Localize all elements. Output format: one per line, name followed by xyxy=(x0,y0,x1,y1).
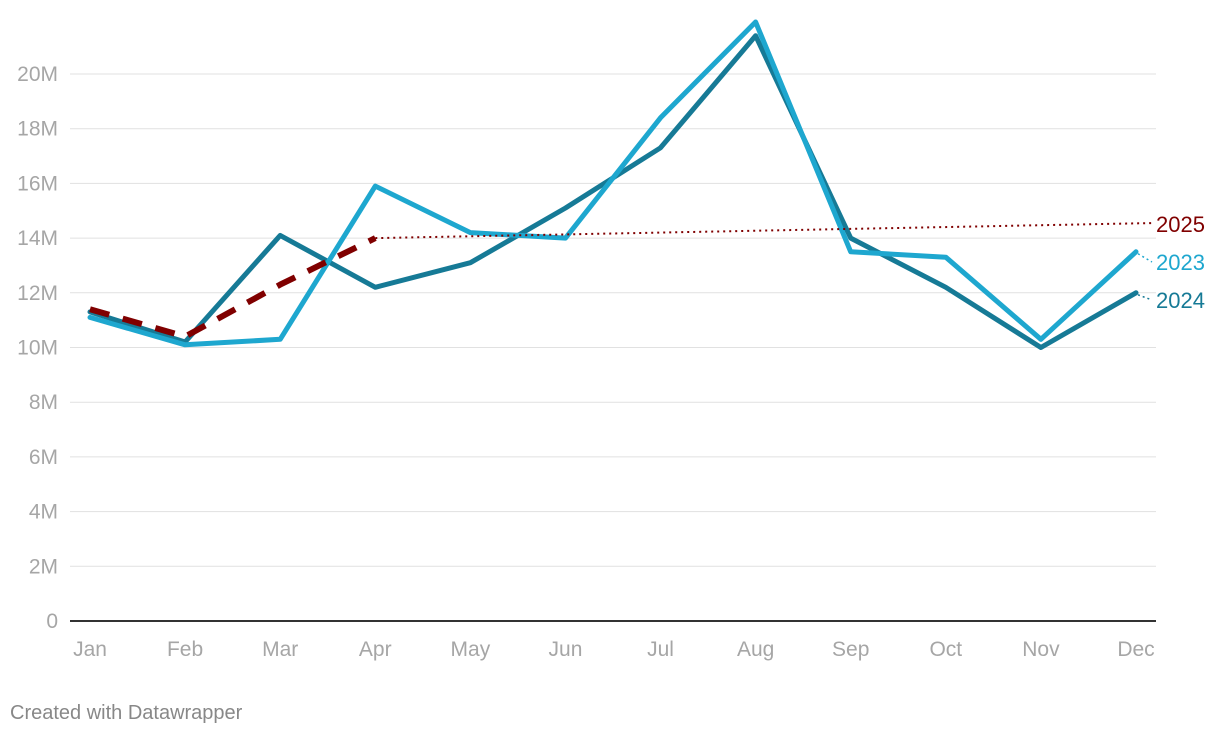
y-tick-label: 20M xyxy=(17,63,58,86)
x-tick-label: Apr xyxy=(359,638,392,661)
x-tick-label: Jul xyxy=(647,638,674,661)
x-tick-label: Nov xyxy=(1022,638,1060,661)
y-tick-label: 12M xyxy=(17,282,58,305)
y-tick-label: 4M xyxy=(29,501,58,524)
y-tick-label: 10M xyxy=(17,337,58,360)
series-label-2025: 2025 xyxy=(1156,212,1205,237)
x-tick-label: Aug xyxy=(737,638,774,661)
x-tick-label: Mar xyxy=(262,638,298,661)
y-tick-label: 8M xyxy=(29,391,58,414)
series-label-2024: 2024 xyxy=(1156,288,1205,313)
y-tick-label: 2M xyxy=(29,555,58,578)
y-tick-label: 16M xyxy=(17,172,58,195)
x-tick-label: Jan xyxy=(73,638,107,661)
leader-line-2023 xyxy=(1137,253,1153,263)
x-tick-label: Jun xyxy=(549,638,583,661)
x-tick-label: Dec xyxy=(1117,638,1154,661)
x-tick-label: Sep xyxy=(832,638,869,661)
x-tick-label: Feb xyxy=(167,638,203,661)
y-tick-label: 18M xyxy=(17,118,58,141)
leader-line-2024 xyxy=(1137,294,1153,301)
x-tick-label: Oct xyxy=(929,638,962,661)
y-tick-label: 14M xyxy=(17,227,58,250)
series-label-2023: 2023 xyxy=(1156,250,1205,275)
series-line-2025 xyxy=(89,235,377,340)
y-tick-label: 0 xyxy=(46,610,58,633)
footer-credit: Created with Datawrapper xyxy=(10,702,243,724)
series-line-2023 xyxy=(87,19,1139,348)
x-tick-label: May xyxy=(451,638,491,661)
y-tick-label: 6M xyxy=(29,446,58,469)
